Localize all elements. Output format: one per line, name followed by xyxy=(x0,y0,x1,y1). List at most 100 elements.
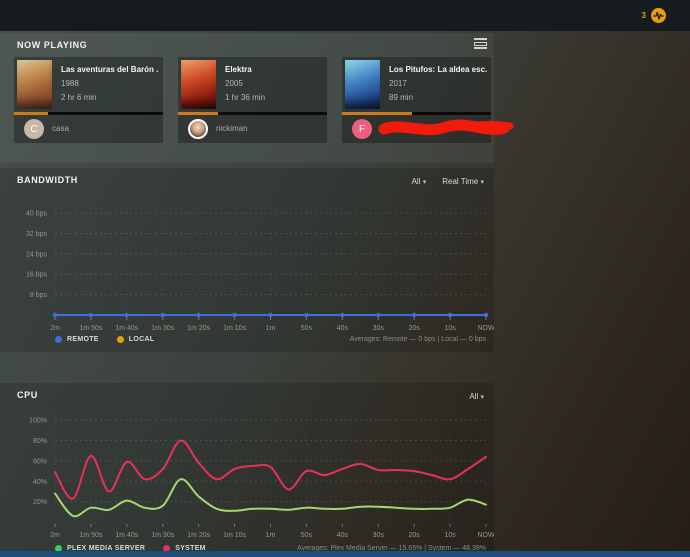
svg-text:40s: 40s xyxy=(337,325,349,332)
media-info: Los Pitufos: La aldea esc... 2017 89 min xyxy=(342,57,491,112)
media-duration: 2 hr 6 min xyxy=(61,93,97,102)
media-info: Las aventuras del Barón ... 1988 2 hr 6 … xyxy=(14,57,163,112)
notification-count: 3 xyxy=(641,11,646,20)
list-view-icon[interactable] xyxy=(474,37,487,50)
media-title[interactable]: Las aventuras del Barón ... xyxy=(61,65,159,74)
svg-text:NOW: NOW xyxy=(477,325,494,332)
avatar: F xyxy=(352,119,372,139)
legend-item-system[interactable]: SYSTEM xyxy=(163,545,206,552)
legend-item-remote[interactable]: REMOTE xyxy=(55,336,99,343)
svg-text:1m: 1m xyxy=(266,325,276,332)
redacted-username-scribble xyxy=(378,119,514,136)
cpu-section: CPU All ▾ 2m 1m 50s 1m 40s 1m 30s 1m 20s 1m 1… xyxy=(0,383,495,557)
user-row: nickiman xyxy=(178,115,327,143)
svg-text:50s: 50s xyxy=(301,532,313,539)
remote-dot-icon xyxy=(55,336,62,343)
chevron-down-icon: ▾ xyxy=(480,394,484,401)
cpu-averages: Averages: Plex Media Server — 15.65% | S… xyxy=(297,545,486,552)
now-playing-card[interactable]: Elektra 2005 1 hr 36 min nickiman xyxy=(178,57,327,143)
svg-text:1m 50s: 1m 50s xyxy=(79,532,102,539)
svg-text:80%: 80% xyxy=(33,438,47,445)
legend-item-plex-media-server[interactable]: PLEX MEDIA SERVER xyxy=(55,545,145,552)
svg-text:1m 30s: 1m 30s xyxy=(151,532,174,539)
bandwidth-mode-dropdown[interactable]: Real Time ▾ xyxy=(442,177,484,186)
svg-text:30s: 30s xyxy=(373,532,385,539)
svg-text:2m: 2m xyxy=(50,325,60,332)
svg-text:8 bps: 8 bps xyxy=(30,292,48,299)
media-year: 2005 xyxy=(225,79,243,88)
svg-text:16 bps: 16 bps xyxy=(26,272,48,279)
cpu-chart: 2m 1m 50s 1m 40s 1m 30s 1m 20s 1m 10s 1m 50s 40s… xyxy=(0,405,495,547)
chevron-down-icon: ▾ xyxy=(422,179,427,186)
media-year: 1988 xyxy=(61,79,79,88)
cpu-title: CPU xyxy=(17,390,38,400)
svg-text:1m: 1m xyxy=(266,532,276,539)
bandwidth-averages: Averages: Remote — 0 bps | Local — 0 bps xyxy=(349,336,486,343)
media-duration: 89 min xyxy=(389,93,414,102)
username: casa xyxy=(52,124,69,133)
poster-thumbnail[interactable] xyxy=(17,60,52,109)
media-info: Elektra 2005 1 hr 36 min xyxy=(178,57,327,112)
media-duration: 1 hr 36 min xyxy=(225,93,266,102)
now-playing-card[interactable]: Las aventuras del Barón ... 1988 2 hr 6 … xyxy=(14,57,163,143)
avatar xyxy=(188,119,208,139)
svg-text:1m 50s: 1m 50s xyxy=(79,325,102,332)
svg-text:1m 30s: 1m 30s xyxy=(151,325,174,332)
playback-progress-track xyxy=(178,112,327,115)
svg-text:100%: 100% xyxy=(29,418,47,425)
bandwidth-legend: REMOTE LOCAL Averages: Remote — 0 bps | … xyxy=(55,336,486,343)
pulse-glyph xyxy=(653,11,664,20)
svg-text:2m: 2m xyxy=(50,532,60,539)
now-playing-section: NOW PLAYING Las aventuras del Barón ... … xyxy=(0,33,514,163)
svg-text:1m 40s: 1m 40s xyxy=(115,325,138,332)
svg-text:1m 40s: 1m 40s xyxy=(115,532,138,539)
avatar: C xyxy=(24,119,44,139)
media-title[interactable]: Elektra xyxy=(225,65,252,74)
svg-text:1m 10s: 1m 10s xyxy=(223,532,246,539)
svg-text:1m 10s: 1m 10s xyxy=(223,325,246,332)
cpu-legend: PLEX MEDIA SERVER SYSTEM Averages: Plex … xyxy=(55,545,486,552)
top-bar: 3 xyxy=(0,0,690,31)
playback-progress-track xyxy=(342,112,491,115)
svg-text:60%: 60% xyxy=(33,458,47,465)
svg-text:1m 20s: 1m 20s xyxy=(187,325,210,332)
svg-text:40s: 40s xyxy=(337,532,349,539)
playback-progress-fill xyxy=(14,112,49,115)
svg-text:20s: 20s xyxy=(409,532,421,539)
pms-dot-icon xyxy=(55,545,62,552)
bandwidth-title: BANDWIDTH xyxy=(17,175,78,185)
now-playing-title: NOW PLAYING xyxy=(17,40,88,50)
svg-text:40 bps: 40 bps xyxy=(26,211,48,218)
media-title[interactable]: Los Pitufos: La aldea esc... xyxy=(389,65,487,74)
playback-progress-track xyxy=(14,112,163,115)
poster-thumbnail[interactable] xyxy=(181,60,216,109)
chevron-down-icon: ▾ xyxy=(480,179,484,186)
activity-icon[interactable] xyxy=(651,8,666,23)
bandwidth-source-dropdown[interactable]: All ▾ xyxy=(411,177,427,186)
legend-item-local[interactable]: LOCAL xyxy=(116,336,155,343)
svg-text:24 bps: 24 bps xyxy=(26,251,48,258)
svg-text:32 bps: 32 bps xyxy=(26,231,48,238)
now-playing-card[interactable]: Los Pitufos: La aldea esc... 2017 89 min… xyxy=(342,57,514,143)
bottom-accent-bar xyxy=(0,551,690,557)
svg-text:10s: 10s xyxy=(444,532,456,539)
system-dot-icon xyxy=(163,545,171,552)
user-row: F xyxy=(342,115,514,143)
playback-progress-fill xyxy=(178,112,219,115)
cpu-source-dropdown[interactable]: All ▾ xyxy=(469,392,484,401)
playback-progress-fill xyxy=(342,112,413,115)
svg-text:NOW: NOW xyxy=(477,532,494,539)
svg-text:30s: 30s xyxy=(373,325,385,332)
user-row: C casa xyxy=(14,115,163,143)
local-dot-icon xyxy=(116,336,124,343)
bandwidth-chart: 2m 1m 50s 1m 40s 1m 30s 1m 20s 1m 10s 1m 50s 40s… xyxy=(0,200,495,340)
media-year: 2017 xyxy=(389,79,407,88)
bandwidth-section: BANDWIDTH All ▾ Real Time ▾ 2m 1m 50s 1m 4… xyxy=(0,168,495,352)
svg-text:40%: 40% xyxy=(33,479,47,486)
svg-text:1m 20s: 1m 20s xyxy=(187,532,210,539)
username: nickiman xyxy=(216,124,248,133)
svg-text:10s: 10s xyxy=(444,325,456,332)
poster-thumbnail[interactable] xyxy=(345,60,380,109)
svg-text:20%: 20% xyxy=(33,499,47,506)
